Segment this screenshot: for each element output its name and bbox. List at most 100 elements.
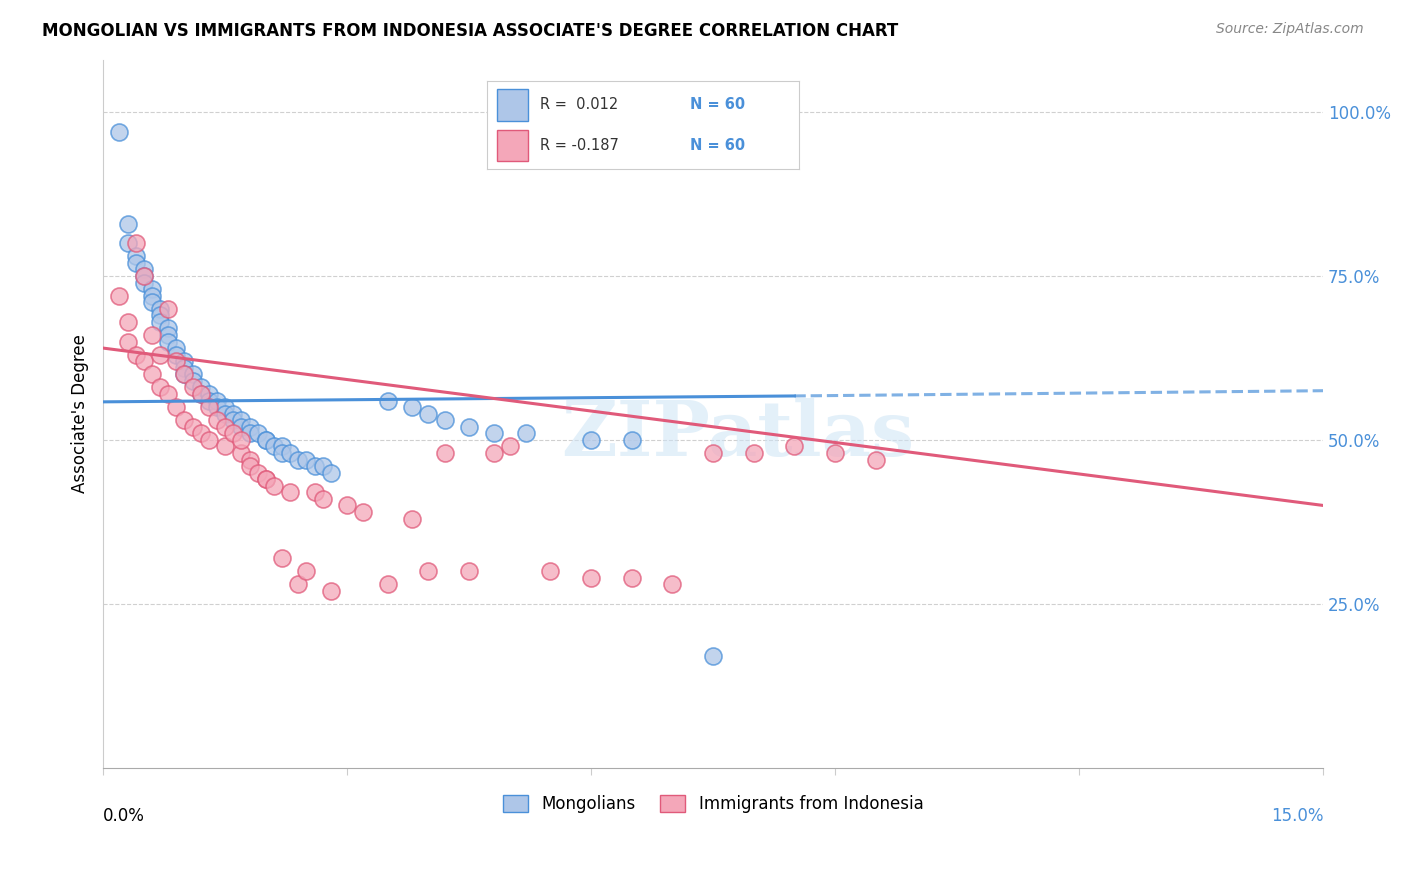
Point (254, 472, 277, 486)
Point (165, 348, 187, 362)
Point (190, 426, 212, 441)
Point (263, 479, 285, 493)
Point (620, 433, 643, 447)
Point (295, 452, 318, 467)
Point (124, 348, 146, 362)
Point (132, 354, 155, 368)
Point (141, 295, 163, 310)
Point (246, 426, 269, 441)
Point (482, 426, 505, 441)
Point (117, 334, 139, 349)
Point (620, 570, 643, 584)
Point (515, 426, 537, 441)
Point (149, 301, 172, 316)
Point (214, 439, 236, 453)
Point (865, 452, 887, 467)
Point (190, 380, 212, 394)
Point (231, 413, 253, 427)
Text: 0.0%: 0.0% (103, 806, 145, 824)
Text: MONGOLIAN VS IMMIGRANTS FROM INDONESIA ASSOCIATE'S DEGREE CORRELATION CHART: MONGOLIAN VS IMMIGRANTS FROM INDONESIA A… (42, 22, 898, 40)
Point (124, 256, 146, 270)
Point (433, 446, 456, 460)
Point (304, 485, 326, 500)
Point (295, 564, 318, 578)
Text: Source: ZipAtlas.com: Source: ZipAtlas.com (1216, 22, 1364, 37)
Text: 15.0%: 15.0% (1271, 806, 1323, 824)
Point (205, 393, 228, 408)
Point (214, 400, 236, 414)
Point (579, 570, 602, 584)
Point (222, 426, 245, 441)
Point (190, 387, 212, 401)
Point (157, 321, 180, 335)
Point (312, 491, 335, 506)
Point (181, 380, 204, 394)
Point (132, 268, 155, 283)
Point (312, 459, 335, 474)
Point (222, 413, 245, 427)
Point (579, 433, 602, 447)
Point (540, 564, 562, 578)
Point (702, 446, 724, 460)
Point (824, 446, 846, 460)
Point (181, 368, 204, 382)
Point (108, 288, 131, 302)
Point (117, 236, 139, 251)
Point (173, 368, 195, 382)
Point (198, 400, 221, 414)
Point (231, 446, 253, 460)
Point (246, 466, 269, 480)
Point (401, 400, 423, 414)
Point (231, 433, 253, 447)
Point (304, 459, 326, 474)
Point (661, 577, 683, 591)
Point (165, 400, 187, 414)
Point (254, 433, 277, 447)
Point (165, 341, 187, 355)
Point (198, 387, 221, 401)
Point (124, 236, 146, 251)
Point (377, 393, 399, 408)
Legend: Mongolians, Immigrants from Indonesia: Mongolians, Immigrants from Indonesia (496, 788, 931, 820)
Point (238, 459, 260, 474)
Point (173, 360, 195, 375)
Point (222, 407, 245, 421)
Point (458, 419, 481, 434)
Point (141, 282, 163, 296)
Point (433, 413, 456, 427)
Point (287, 452, 309, 467)
Point (117, 315, 139, 329)
Point (418, 407, 440, 421)
Point (742, 446, 765, 460)
Point (173, 413, 195, 427)
Point (254, 472, 277, 486)
Point (783, 439, 806, 453)
Point (319, 583, 342, 598)
Point (278, 446, 301, 460)
Point (205, 413, 228, 427)
Point (319, 466, 342, 480)
Point (165, 354, 187, 368)
Point (198, 433, 221, 447)
Point (231, 419, 253, 434)
Point (157, 328, 180, 343)
Point (117, 217, 139, 231)
Point (181, 419, 204, 434)
Point (149, 315, 172, 329)
Point (108, 125, 131, 139)
Point (418, 564, 440, 578)
Point (190, 387, 212, 401)
Point (157, 334, 180, 349)
Point (352, 505, 374, 519)
Point (271, 550, 294, 565)
Y-axis label: Associate's Degree: Associate's Degree (72, 334, 89, 493)
Point (238, 426, 260, 441)
Point (149, 380, 172, 394)
Point (214, 419, 236, 434)
Point (132, 268, 155, 283)
Point (271, 446, 294, 460)
Point (141, 328, 163, 343)
Point (157, 301, 180, 316)
Point (238, 452, 260, 467)
Point (377, 577, 399, 591)
